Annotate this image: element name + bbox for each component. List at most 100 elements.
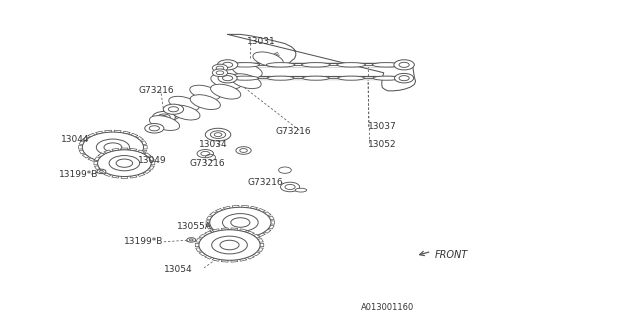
Text: 13054: 13054 [164, 265, 193, 274]
Circle shape [97, 139, 129, 156]
Ellipse shape [337, 63, 365, 67]
Text: G73216: G73216 [138, 86, 174, 95]
Polygon shape [250, 206, 258, 209]
Circle shape [116, 159, 132, 167]
Polygon shape [247, 255, 255, 259]
Ellipse shape [338, 76, 365, 80]
Ellipse shape [253, 52, 284, 67]
Circle shape [231, 218, 250, 227]
Polygon shape [207, 216, 212, 220]
Polygon shape [143, 146, 147, 149]
Polygon shape [137, 154, 143, 158]
Polygon shape [114, 130, 121, 132]
Circle shape [145, 124, 164, 133]
Polygon shape [199, 234, 205, 238]
Ellipse shape [190, 85, 220, 100]
Polygon shape [79, 141, 84, 145]
Polygon shape [138, 173, 145, 176]
Ellipse shape [373, 76, 400, 80]
Circle shape [223, 62, 233, 68]
Polygon shape [260, 243, 264, 247]
Polygon shape [83, 137, 89, 140]
Polygon shape [130, 148, 137, 151]
Polygon shape [232, 205, 239, 208]
Ellipse shape [266, 63, 295, 67]
Polygon shape [148, 166, 154, 169]
Text: 13031: 13031 [246, 36, 275, 45]
Circle shape [394, 60, 414, 70]
Polygon shape [95, 131, 103, 134]
Polygon shape [121, 148, 128, 150]
Polygon shape [206, 221, 210, 224]
Polygon shape [151, 162, 155, 165]
Polygon shape [130, 175, 137, 178]
Circle shape [100, 171, 103, 172]
Text: 13199*B: 13199*B [59, 170, 98, 179]
Polygon shape [205, 231, 212, 235]
Polygon shape [123, 160, 131, 164]
Ellipse shape [303, 76, 329, 80]
Polygon shape [212, 258, 220, 261]
Circle shape [152, 111, 175, 123]
Polygon shape [88, 133, 95, 137]
Polygon shape [131, 133, 138, 137]
Circle shape [214, 133, 222, 137]
Polygon shape [258, 209, 266, 212]
Ellipse shape [149, 116, 180, 131]
Text: FRONT: FRONT [435, 250, 468, 260]
Polygon shape [98, 170, 104, 173]
Circle shape [199, 230, 260, 260]
Polygon shape [144, 170, 151, 173]
Polygon shape [215, 209, 223, 212]
Text: 13049: 13049 [138, 156, 167, 164]
Circle shape [97, 169, 106, 174]
Text: 13199*B: 13199*B [124, 237, 164, 246]
Polygon shape [215, 233, 223, 236]
Text: 13044: 13044 [61, 135, 89, 144]
Text: 13034: 13034 [199, 140, 228, 149]
Circle shape [280, 182, 300, 192]
Polygon shape [144, 153, 151, 156]
Ellipse shape [232, 76, 259, 80]
Polygon shape [138, 150, 145, 153]
Polygon shape [258, 239, 263, 242]
Circle shape [212, 64, 228, 72]
Polygon shape [199, 252, 205, 256]
Circle shape [161, 116, 167, 119]
Circle shape [187, 238, 196, 242]
Polygon shape [131, 158, 138, 161]
Circle shape [216, 66, 224, 70]
Ellipse shape [169, 96, 199, 111]
Text: G73216: G73216 [247, 178, 283, 187]
Polygon shape [79, 146, 83, 149]
Polygon shape [94, 162, 98, 165]
Polygon shape [148, 157, 154, 160]
Polygon shape [137, 137, 143, 140]
Polygon shape [114, 162, 121, 164]
Polygon shape [269, 225, 274, 229]
Polygon shape [253, 252, 260, 256]
Text: 13055A: 13055A [177, 222, 211, 231]
Polygon shape [242, 237, 248, 240]
Circle shape [168, 107, 179, 112]
Circle shape [399, 76, 409, 81]
Circle shape [104, 143, 122, 152]
Ellipse shape [372, 63, 401, 67]
Ellipse shape [295, 188, 307, 192]
Circle shape [83, 132, 143, 163]
Ellipse shape [170, 105, 200, 120]
Polygon shape [196, 248, 201, 252]
Polygon shape [95, 166, 100, 169]
Polygon shape [83, 154, 89, 158]
Circle shape [157, 114, 170, 120]
Polygon shape [212, 229, 220, 232]
Polygon shape [250, 236, 258, 239]
Circle shape [236, 147, 251, 154]
Polygon shape [242, 205, 248, 208]
Circle shape [98, 150, 151, 177]
Ellipse shape [267, 76, 294, 80]
Polygon shape [210, 212, 216, 216]
Text: A013001160: A013001160 [362, 303, 415, 312]
Text: G73216: G73216 [189, 159, 225, 168]
Circle shape [240, 148, 247, 152]
